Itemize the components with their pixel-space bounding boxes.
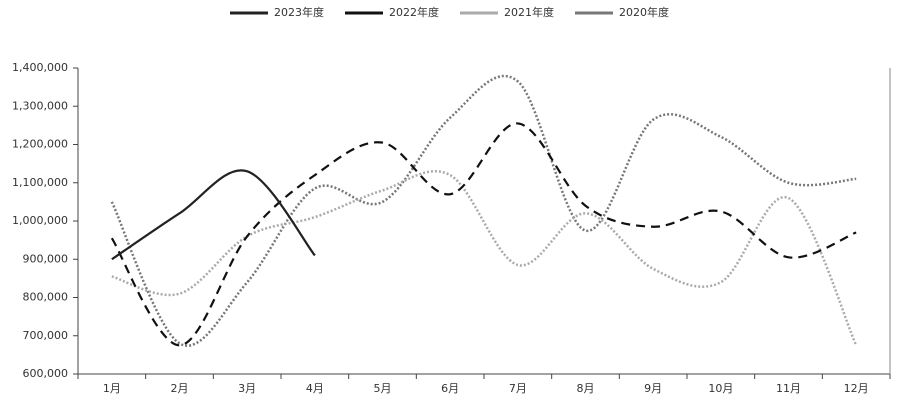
x-tick-label: 3月: [238, 382, 256, 395]
legend-label: 2023年度: [274, 5, 324, 19]
series-line: [110, 74, 857, 347]
series-line: [111, 169, 858, 346]
legend-label: 2021年度: [504, 5, 554, 19]
x-tick-label: 1月: [103, 382, 121, 395]
y-tick-label: 1,200,000: [12, 138, 68, 151]
x-tick-label: 6月: [441, 382, 459, 395]
y-tick-label: 1,100,000: [12, 176, 68, 189]
x-tick-label: 5月: [374, 382, 392, 395]
y-tick-label: 1,400,000: [12, 61, 68, 74]
y-tick-label: 800,000: [23, 291, 69, 304]
y-tick-label: 1,000,000: [12, 214, 68, 227]
x-tick-label: 11月: [776, 382, 801, 395]
y-tick-label: 700,000: [23, 329, 69, 342]
x-tick-label: 9月: [644, 382, 662, 395]
series-line: [111, 169, 316, 261]
y-tick-label: 1,300,000: [12, 99, 68, 112]
y-tick-label: 900,000: [23, 252, 69, 265]
x-tick-label: 4月: [306, 382, 324, 395]
legend-label: 2022年度: [389, 5, 439, 19]
x-tick-label: 10月: [708, 382, 733, 395]
x-tick-label: 12月: [844, 382, 869, 395]
x-tick-label: 8月: [577, 382, 595, 395]
x-tick-label: 7月: [509, 382, 527, 395]
y-tick-label: 600,000: [23, 367, 69, 380]
legend-label: 2020年度: [619, 5, 669, 19]
x-tick-label: 2月: [171, 382, 189, 395]
